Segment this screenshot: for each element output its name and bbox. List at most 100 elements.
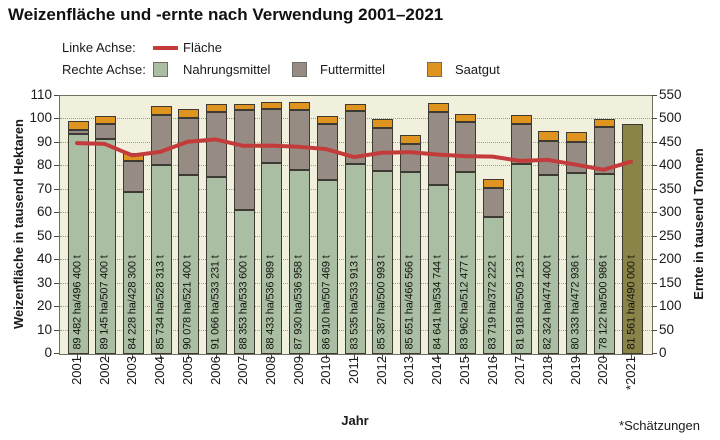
right-axis-tick — [652, 329, 657, 331]
right-axis-tick-label: 200 — [659, 251, 682, 267]
bar-value-label-2018: 82 324 ha/474 400 t — [541, 254, 554, 349]
bar-value-label-2008: 88 433 ha/536 989 t — [264, 254, 277, 349]
bar-segment-saatgut-2005 — [178, 109, 200, 118]
bar-segment-nahrungsmittel-2016 — [483, 217, 504, 354]
legend-flaeche-label: Fläche — [183, 40, 223, 55]
left-axis-tick-label: 60 — [36, 204, 52, 220]
bar-value-label-2003: 84 228 ha/428 300 t — [126, 254, 139, 349]
bar-segment-saatgut-2007 — [233, 103, 255, 111]
bar-value-label-2013: 85 651 ha/466 566 t — [403, 254, 416, 349]
year-label-2002: 2002 — [96, 356, 112, 385]
nahrungsmittel-swatch-icon — [153, 62, 168, 77]
year-label-2015: 2015 — [456, 356, 472, 385]
left-axis-tick-label: 30 — [36, 274, 52, 290]
bar-value-label-2017: 81 918 ha/509 123 t — [514, 254, 527, 349]
bar-segment-saatgut-2002 — [95, 116, 117, 125]
left-axis-tick — [54, 306, 59, 308]
bar-segment-futtermittel-2016 — [483, 188, 504, 218]
x-axis-tick — [354, 354, 355, 359]
futtermittel-swatch-icon — [292, 62, 307, 77]
right-axis-tick-label: 250 — [659, 227, 682, 243]
year-label-2005: 2005 — [179, 356, 195, 385]
bar-value-label-*2021: 81 561 ha/490 000 t — [625, 254, 637, 349]
left-axis-tick-label: 50 — [36, 227, 52, 243]
bar-segment-futtermittel-2008 — [261, 108, 283, 163]
bar-segment-nahrungsmittel-2015 — [455, 172, 477, 354]
bar-segment-estimate-*2021 — [621, 124, 643, 354]
bar-segment-saatgut-2012 — [372, 119, 394, 128]
bar-segment-nahrungsmittel-2018 — [538, 175, 560, 354]
flaeche-line-swatch-icon — [153, 46, 178, 50]
right-axis-tick-label: 500 — [659, 110, 682, 126]
bar-segment-saatgut-2016 — [483, 179, 504, 189]
left-axis-tick — [54, 118, 59, 120]
bar-segment-saatgut-2017 — [510, 115, 532, 124]
right-axis-tick-label: 300 — [659, 204, 682, 220]
x-axis-tick — [270, 354, 272, 359]
bar-value-label-2012: 85 387 ha/500 993 t — [375, 254, 388, 349]
footnote-schaetzungen: *Schätzungen — [619, 418, 700, 433]
right-axis-tick — [652, 118, 657, 120]
year-label-2011: 2011 — [346, 356, 361, 384]
saatgut-swatch-icon — [427, 62, 442, 77]
bar-segment-nahrungsmittel-2003 — [122, 191, 144, 354]
left-axis-tick — [54, 165, 59, 167]
left-axis-tick-label: 0 — [44, 345, 52, 360]
year-label-2008: 2008 — [262, 356, 278, 385]
x-axis-tick — [520, 354, 522, 359]
year-label-2019: 2019 — [567, 356, 583, 385]
right-axis-tick-label: 550 — [659, 87, 682, 102]
left-axis-tick — [54, 353, 59, 354]
right-axis-tick — [652, 353, 657, 354]
x-axis-tick — [547, 354, 549, 359]
bar-segment-futtermittel-2018 — [538, 140, 560, 176]
left-axis-tick-label: 90 — [36, 133, 52, 149]
bar-segment-saatgut-2001 — [67, 121, 89, 130]
right-axis-tick-label: 350 — [659, 180, 682, 196]
bar-segment-saatgut-2011 — [344, 103, 366, 112]
x-axis-tick — [77, 354, 78, 359]
year-label-2014: 2014 — [429, 356, 445, 385]
bar-segment-futtermittel-2015 — [455, 122, 477, 173]
bar-segment-futtermittel-2020 — [593, 127, 615, 174]
bar-segment-saatgut-2015 — [455, 113, 477, 123]
bar-segment-nahrungsmittel-2006 — [206, 177, 227, 354]
left-axis-tick-label: 80 — [36, 157, 52, 173]
left-axis-tick — [54, 212, 59, 214]
x-axis-tick — [631, 354, 632, 359]
year-label-2012: 2012 — [373, 356, 389, 385]
bar-segment-futtermittel-2013 — [399, 143, 421, 173]
bar-segment-futtermittel-2002 — [95, 124, 117, 139]
x-axis-tick — [243, 354, 245, 359]
x-axis-tick — [575, 354, 577, 359]
x-axis-tick — [132, 354, 134, 359]
year-label-2017: 2017 — [512, 356, 528, 385]
left-axis-tick-label: 110 — [30, 87, 52, 102]
x-axis-tick — [187, 354, 189, 359]
bar-value-label-2016: 83 719 ha/372 222 t — [486, 254, 499, 349]
right-axis-tick — [652, 95, 657, 96]
bar-segment-saatgut-2008 — [261, 102, 283, 109]
bar-segment-saatgut-2004 — [150, 106, 172, 116]
left-axis-tick — [54, 329, 59, 331]
bar-value-label-2001: 89 482 ha/496 400 t — [71, 254, 83, 349]
right-axis-tick — [652, 141, 657, 143]
left-axis-tick-label: 100 — [29, 110, 52, 126]
bar-segment-nahrungsmittel-2019 — [566, 173, 588, 354]
bar-segment-saatgut-2009 — [289, 102, 311, 110]
bar-segment-nahrungsmittel-2010 — [316, 179, 338, 354]
left-axis-tick — [54, 141, 59, 143]
bar-segment-saatgut-2010 — [316, 115, 338, 125]
year-label-2004: 2004 — [152, 356, 168, 385]
x-axis-tick — [437, 354, 439, 359]
legend-row-left-axis: Linke Achse: Fläche — [62, 40, 662, 56]
left-axis-tick — [54, 235, 59, 237]
year-label-*2021: *2021 — [623, 356, 638, 390]
right-axis-tick — [652, 235, 657, 237]
left-axis-tick — [54, 95, 59, 96]
legend-right-axis-label: Rechte Achse: — [62, 62, 146, 77]
bar-segment-futtermittel-2006 — [206, 112, 227, 178]
right-axis-tick — [652, 188, 657, 190]
bar-segment-nahrungsmittel-2014 — [427, 185, 449, 354]
year-label-2003: 2003 — [124, 356, 140, 385]
